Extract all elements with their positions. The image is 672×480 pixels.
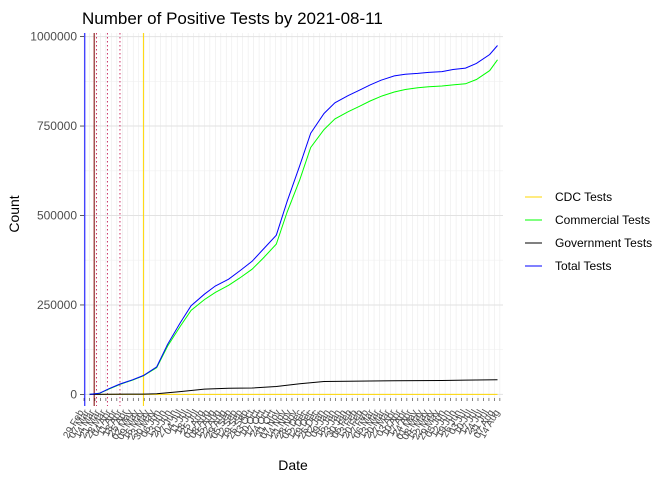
series-line xyxy=(89,379,498,395)
y-axis-title: Count xyxy=(6,195,22,232)
x-axis-title: Date xyxy=(278,457,308,473)
grid xyxy=(83,33,503,398)
series-line xyxy=(89,45,498,395)
series-line xyxy=(89,59,498,395)
y-tick-label: 250000 xyxy=(37,298,77,312)
y-tick-label: 750000 xyxy=(37,119,77,133)
legend-label: Government Tests xyxy=(555,236,652,250)
legend-label: Commercial Tests xyxy=(555,213,650,227)
y-axis-ticks: 0 250000 500000 750000 1000000 xyxy=(30,30,84,401)
legend-label: Total Tests xyxy=(555,259,611,273)
y-tick-label: 1000000 xyxy=(30,30,77,44)
chart-title: Number of Positive Tests by 2021-08-11 xyxy=(82,9,383,28)
series-lines xyxy=(89,45,498,395)
y-tick-label: 500000 xyxy=(37,209,77,223)
legend-label: CDC Tests xyxy=(555,190,612,204)
y-tick-label: 0 xyxy=(70,387,77,401)
reference-lines xyxy=(84,33,144,406)
legend: CDC Tests Commercial Tests Government Test… xyxy=(525,190,652,273)
